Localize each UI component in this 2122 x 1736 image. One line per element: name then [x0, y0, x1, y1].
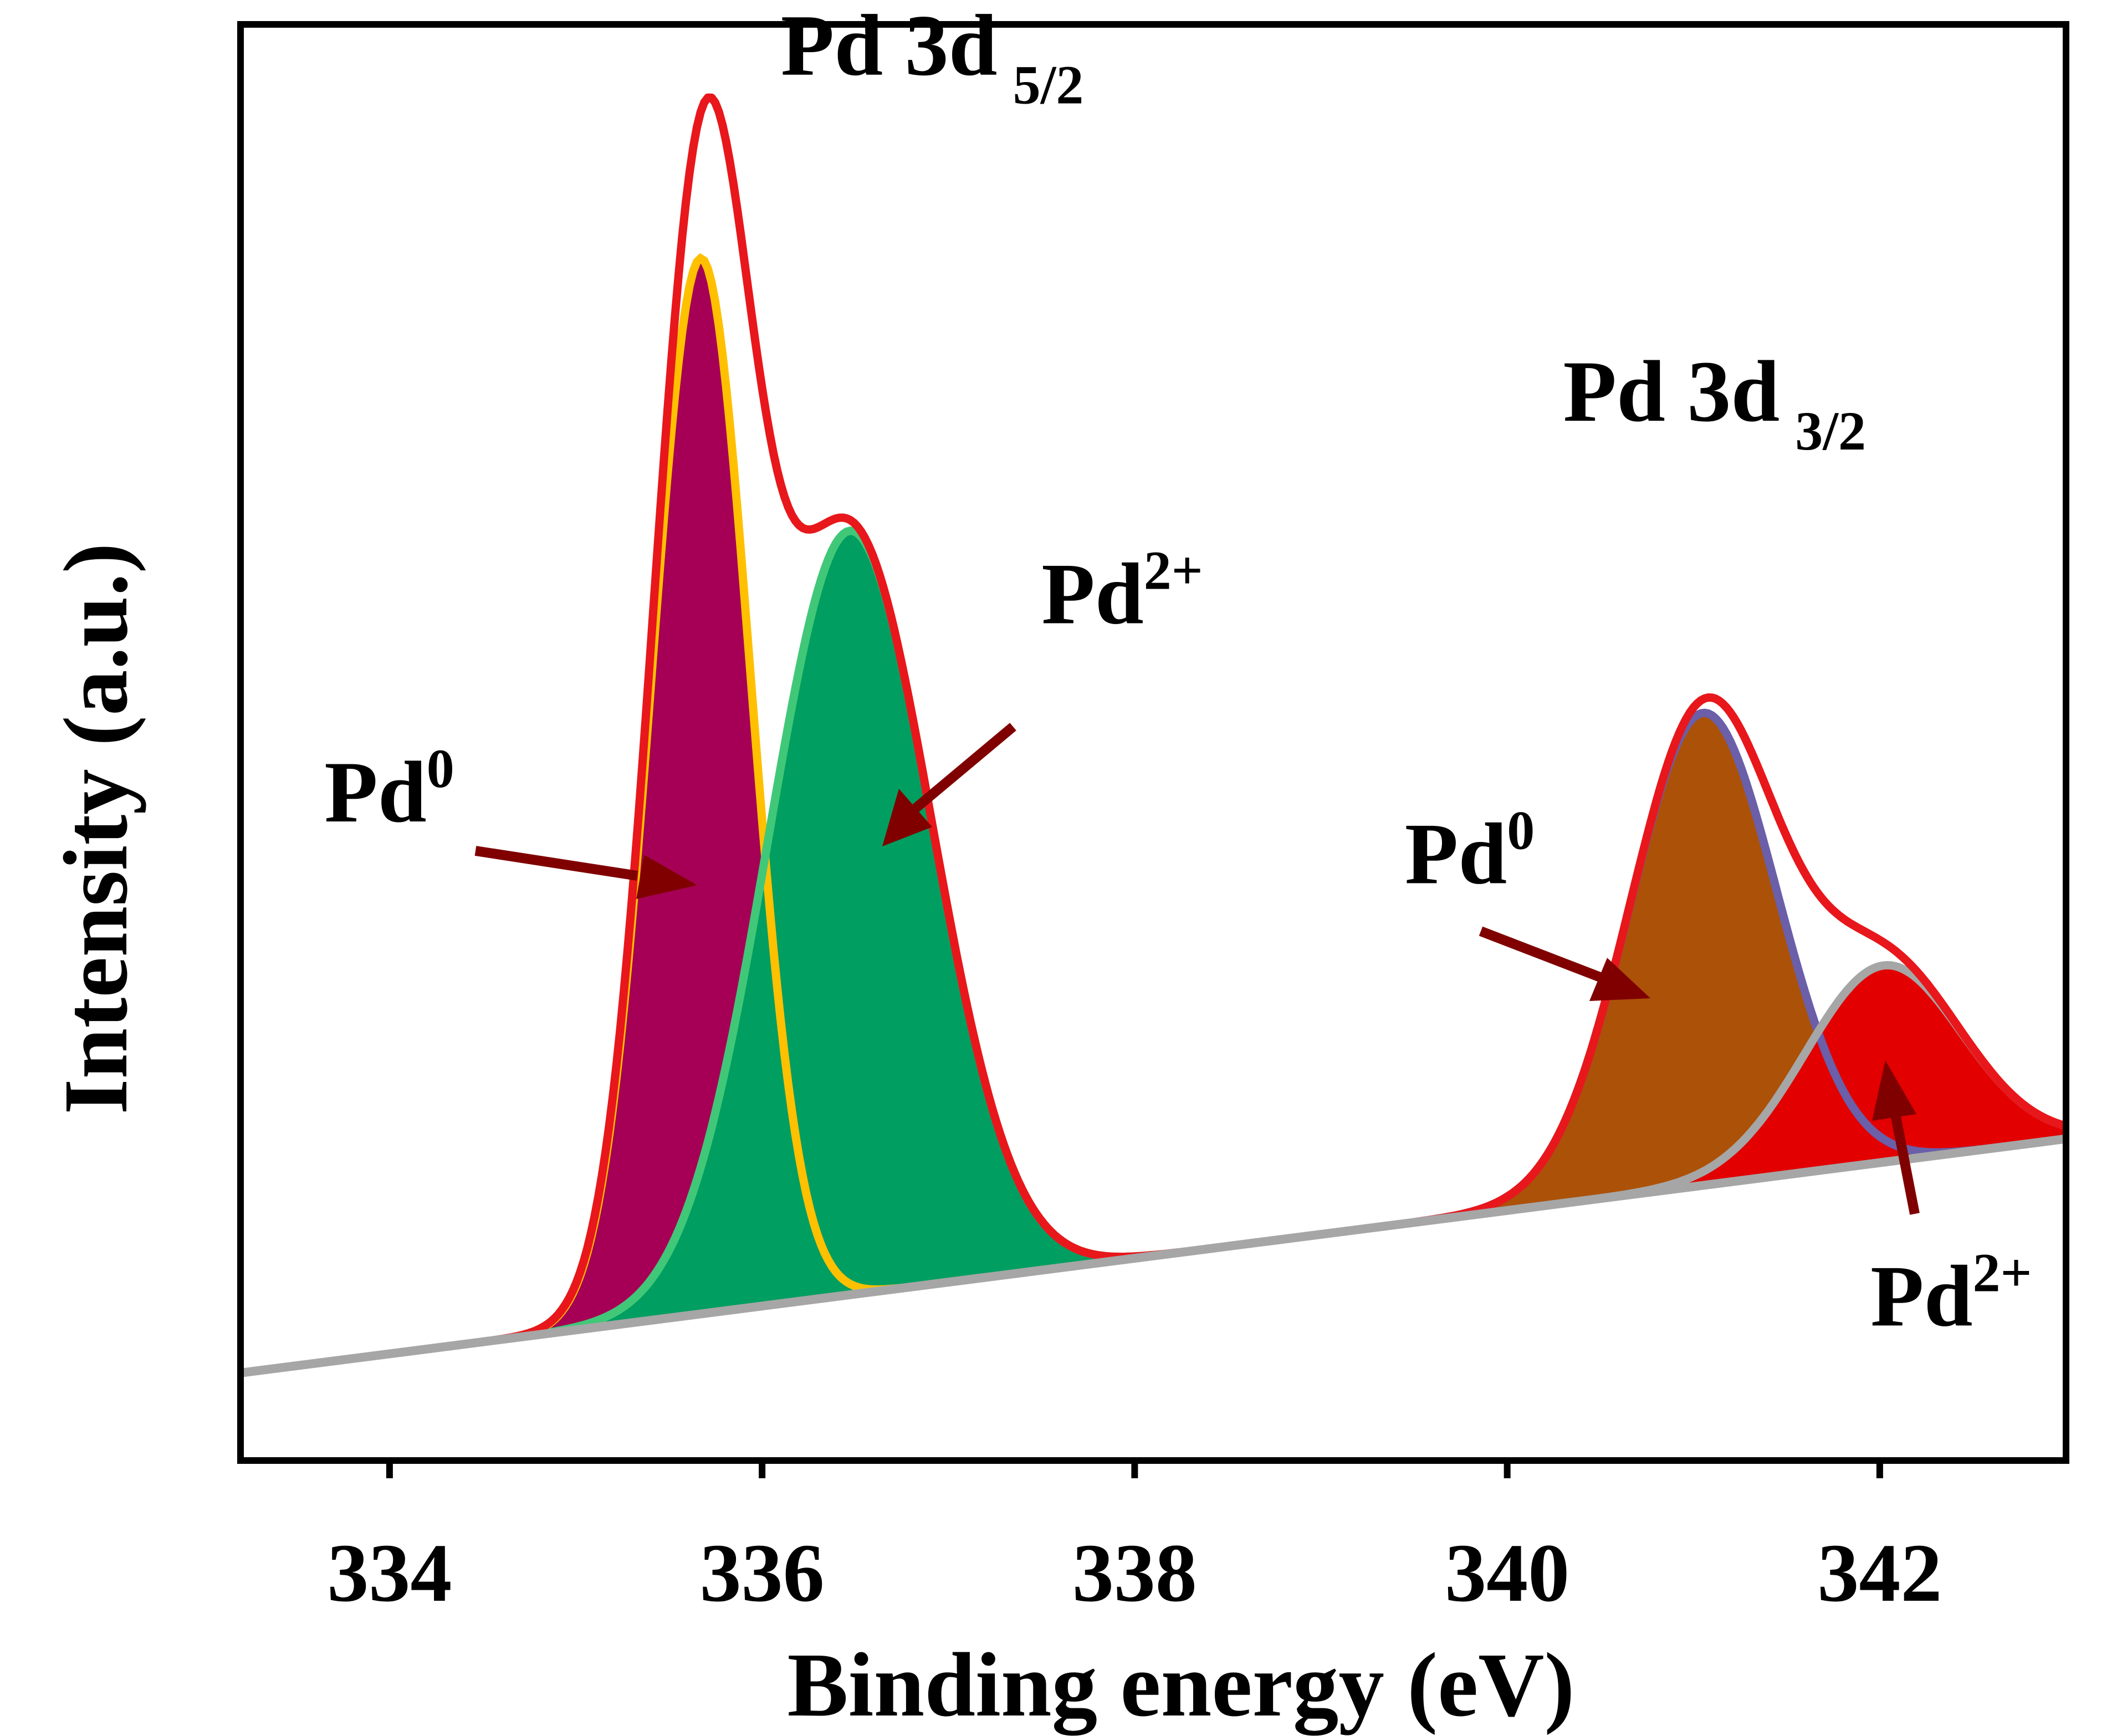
arrow-pd0-3-2: [1479, 926, 1604, 983]
peak-fill-pd0-3d3-2: [241, 713, 2066, 1373]
arrow-pd2-3-2-head: [1872, 1060, 1916, 1121]
arrow-pd0-5-2: [474, 846, 638, 881]
annotation-label-4: Pd0: [1405, 799, 1535, 902]
peak-fill-pd2-3d3-2: [241, 965, 2066, 1373]
plot-frame: [237, 21, 2069, 1464]
annotation-arrows: [474, 723, 1920, 1215]
annotation-label-3: Pd0: [324, 738, 454, 841]
annotation-label-5: Pd2+: [1870, 1242, 2032, 1345]
annotations: Pd 3d 5/2 Pd 3d 3/2 Pd2+ Pd0 Pd0 Pd2+: [324, 0, 2032, 1345]
background-line: [239, 1134, 2067, 1377]
peak-outlines: [240, 253, 2067, 1377]
annotation-label-0: Pd 3d 5/2: [781, 0, 1084, 116]
arrow-pd0-3-2-head: [1589, 958, 1650, 1001]
arrow-pd0-5-2-head: [636, 855, 697, 899]
x-tick-label-334: 334: [327, 1527, 452, 1619]
peak-outline-pd0-3d5-2: [240, 253, 2067, 1377]
x-tick-label-342: 342: [1817, 1527, 1942, 1619]
envelope-curve: [240, 93, 2067, 1377]
peak-fills: [241, 258, 2066, 1373]
x-axis-title: Binding energy (eV): [788, 1634, 1575, 1736]
annotation-label-2: Pd2+: [1041, 539, 1203, 642]
arrow-pd2-5-2-head: [882, 789, 932, 846]
y-axis-title: Intensity (a.u.): [45, 543, 146, 1114]
x-tick-label-336: 336: [700, 1527, 825, 1619]
arrow-pd2-3-2: [1890, 1113, 1920, 1215]
peak-fill-pd0-3d5-2: [241, 258, 2066, 1373]
x-tick-labels: 334 336 338 340 342: [327, 1527, 1942, 1619]
x-tick-label-340: 340: [1445, 1527, 1569, 1619]
x-axis-ticks: [386, 1461, 1883, 1478]
arrow-pd2-5-2: [911, 723, 1016, 813]
annotation-label-1: Pd 3d 3/2: [1563, 343, 1867, 462]
x-tick-label-338: 338: [1072, 1527, 1197, 1619]
